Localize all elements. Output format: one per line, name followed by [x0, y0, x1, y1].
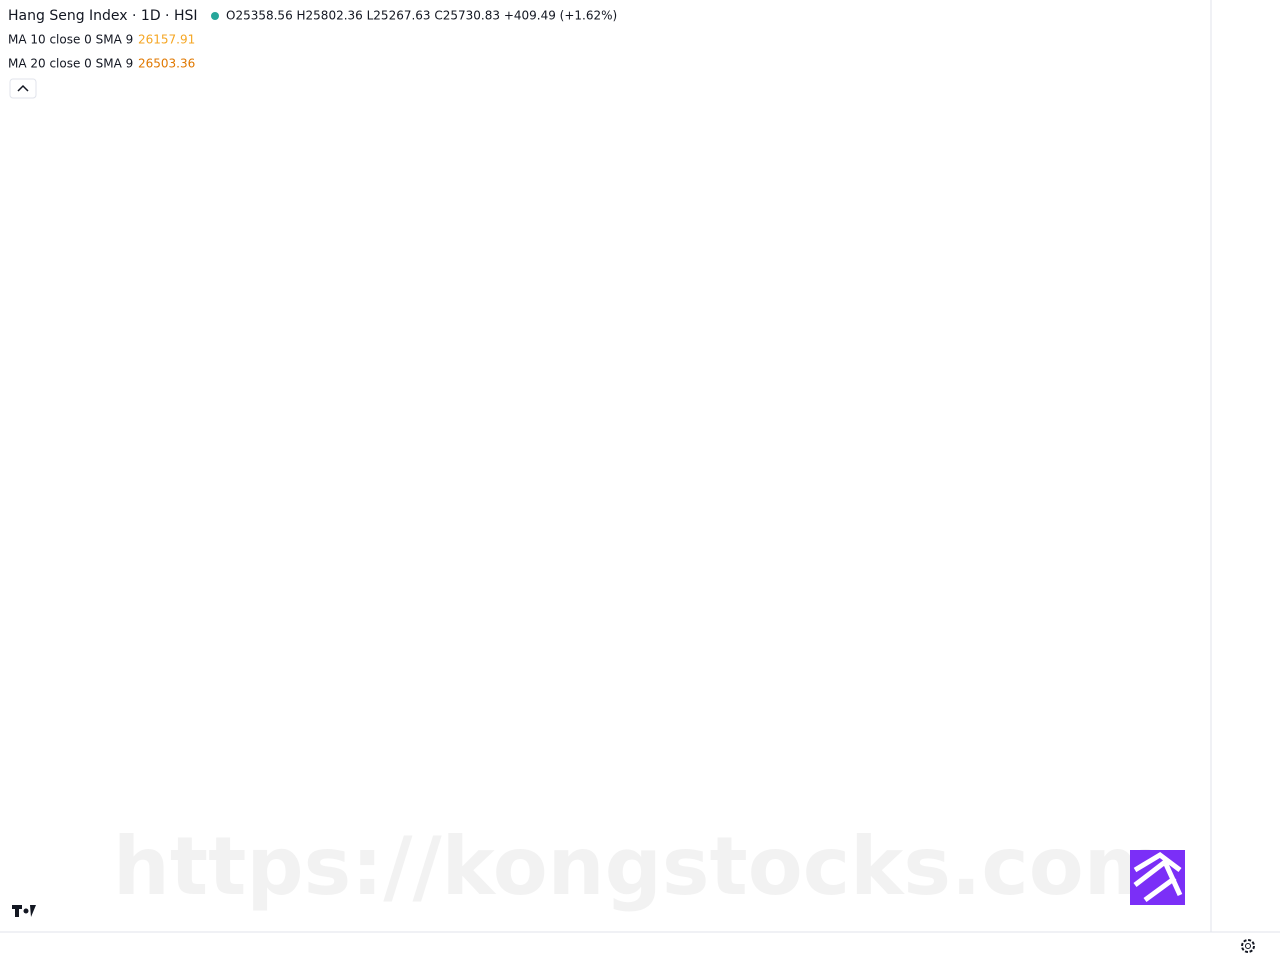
legend-value: 26503.36 — [138, 57, 195, 71]
legend-value: 26157.91 — [138, 33, 195, 47]
collapse-button[interactable] — [9, 78, 37, 99]
settings-icon[interactable] — [1241, 939, 1255, 953]
watermark: https://kongstocks.com — [113, 820, 1167, 913]
legend-entry: MA 10 close 0 SMA 9 — [8, 33, 133, 47]
collapse-icon — [17, 84, 29, 92]
legend-entry: MA 20 close 0 SMA 9 — [8, 57, 133, 71]
ohlc-info: O25358.56 H25802.36 L25267.63 C25730.83 … — [226, 9, 617, 23]
site-logo — [1130, 850, 1185, 905]
price-axis — [1211, 0, 1280, 932]
chart-title: Hang Seng Index · 1D · HSI — [8, 8, 198, 24]
status-dot — [211, 12, 219, 20]
tv-logo — [12, 905, 36, 917]
